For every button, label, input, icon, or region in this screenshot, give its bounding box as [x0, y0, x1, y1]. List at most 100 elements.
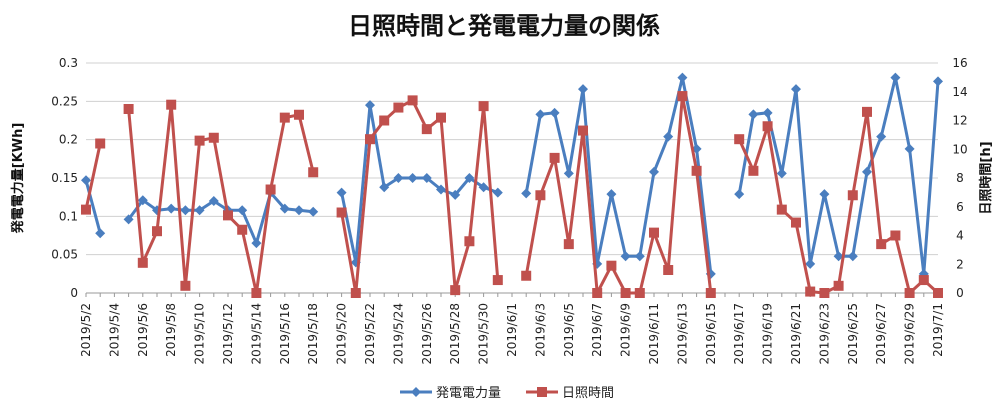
series-line: [84, 143, 102, 210]
data-point: [606, 260, 617, 271]
data-point: [365, 134, 375, 145]
data-point: [336, 187, 347, 198]
y-tick-label: 0.25: [51, 94, 78, 108]
data-point: [180, 205, 191, 216]
data-point: [876, 239, 887, 250]
data-point: [152, 226, 162, 237]
data-point: [350, 288, 361, 298]
data-point: [436, 112, 446, 123]
data-point: [634, 288, 645, 298]
data-point: [137, 195, 148, 206]
y2-tick-label: 16: [952, 56, 967, 70]
data-point: [95, 228, 106, 239]
data-point: [137, 257, 148, 268]
data-point: [791, 217, 801, 228]
data-point: [492, 275, 503, 286]
y2-tick-label: 4: [956, 229, 964, 243]
data-point: [194, 135, 205, 146]
data-point: [535, 109, 546, 120]
data-point: [677, 72, 688, 83]
data-point: [294, 109, 304, 120]
data-point: [549, 152, 560, 163]
data-point: [379, 182, 390, 193]
data-point: [393, 173, 404, 183]
data-point: [450, 285, 461, 296]
y-tick-label: 0.2: [59, 133, 78, 147]
data-point: [847, 251, 858, 262]
data-point: [634, 251, 645, 262]
x-tick-label: 2019/6/29: [903, 303, 917, 365]
data-point: [691, 165, 702, 176]
data-point: [123, 104, 134, 114]
y2-tick-label: 10: [952, 142, 967, 156]
series-line: [84, 179, 102, 234]
series-layer: [81, 72, 943, 298]
x-tick-label: 2019/5/18: [306, 303, 320, 365]
data-point: [549, 107, 560, 118]
y-tick-label: 0.3: [59, 56, 78, 70]
data-point: [336, 207, 347, 218]
data-point: [492, 187, 503, 198]
data-point: [918, 275, 929, 286]
data-point: [450, 189, 461, 200]
x-tick-label: 2019/6/27: [874, 303, 888, 365]
x-tick-label: 2019/6/1: [505, 303, 519, 357]
x-tick-label: 2019/5/4: [107, 303, 121, 357]
data-point: [734, 189, 745, 200]
data-point: [393, 102, 404, 113]
series-line: [524, 94, 713, 295]
data-point: [620, 288, 631, 298]
data-point: [734, 134, 745, 145]
x-tick-label: 2019/6/17: [732, 303, 746, 365]
legend: 発電電力量 日照時間: [400, 386, 614, 401]
y2-tick-label: 8: [956, 171, 964, 185]
data-point: [578, 125, 588, 136]
legend-label: 発電電力量: [436, 386, 501, 401]
series-line: [737, 76, 940, 276]
data-point: [819, 189, 830, 200]
x-tick-label: 2019/5/24: [391, 303, 405, 365]
data-point: [81, 175, 91, 186]
data-point: [251, 238, 262, 249]
data-point: [123, 214, 134, 225]
data-point: [563, 239, 574, 250]
data-point: [862, 166, 872, 177]
data-point: [265, 184, 276, 195]
data-point: [563, 168, 574, 179]
y-tick-label: 0.15: [51, 171, 78, 185]
data-point: [365, 100, 375, 111]
data-point: [705, 288, 716, 298]
data-point: [478, 182, 489, 193]
axes: 0 0.05 0.1 0.15 0.2 0.25 0.3 0 2 4 6 8 10 12 14 16 2019/…: [51, 56, 967, 365]
x-tick-label: 2019/5/12: [221, 303, 235, 365]
data-point: [847, 190, 858, 201]
y-axis-title: 発電電力量[KWh]: [10, 123, 26, 235]
y2-tick-label: 14: [952, 85, 967, 99]
x-tick-label: 2019/6/11: [647, 303, 661, 365]
x-tick-label: 2019/6/5: [562, 303, 576, 357]
x-tick-label: 2019/5/16: [278, 303, 292, 365]
x-tick-label: 2019/6/13: [675, 303, 689, 365]
data-point: [208, 132, 219, 143]
y2-tick-label: 6: [956, 200, 964, 214]
series-line: [524, 76, 713, 274]
data-point: [407, 95, 418, 106]
data-point: [791, 84, 801, 95]
data-point: [876, 131, 887, 142]
x-tick-label: 2019/5/10: [193, 303, 207, 365]
data-point: [521, 188, 532, 199]
series-line: [340, 98, 500, 295]
data-point: [237, 224, 248, 235]
data-point: [890, 230, 901, 241]
x-tick-label: 2019/7/1: [931, 303, 945, 357]
data-point: [677, 91, 688, 102]
series-2: [81, 91, 943, 298]
data-point: [649, 227, 659, 238]
data-point: [833, 251, 844, 262]
data-point: [81, 204, 91, 215]
x-tick-label: 2019/5/2: [79, 303, 93, 357]
data-point: [478, 101, 489, 112]
data-point: [649, 166, 659, 177]
